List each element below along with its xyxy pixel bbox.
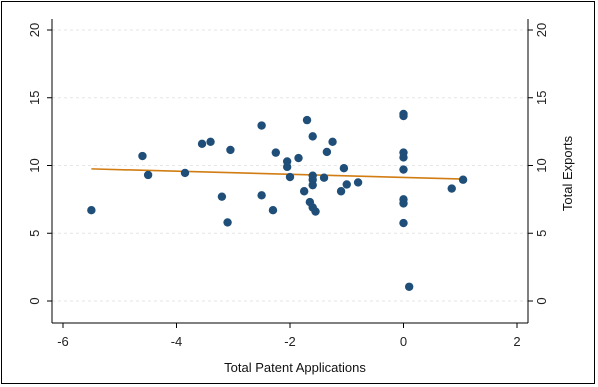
- data-point: [257, 191, 266, 200]
- data-point: [206, 137, 215, 146]
- data-point: [87, 206, 96, 215]
- axes: [51, 19, 529, 324]
- data-point: [223, 218, 232, 227]
- y-tick-label-left: 5: [27, 230, 42, 237]
- data-point: [302, 115, 312, 125]
- x-tick-label: 0: [400, 334, 407, 349]
- data-point: [294, 153, 303, 163]
- y-tick-label-right: 0: [534, 297, 549, 304]
- data-point: [399, 153, 408, 162]
- y-tick-label-left: 20: [27, 23, 42, 37]
- data-point: [399, 218, 408, 228]
- data-point: [342, 180, 351, 189]
- data-point: [311, 207, 320, 216]
- data-point: [217, 192, 227, 201]
- y-axis-title-right: Total Exports: [560, 135, 575, 211]
- y-tick-label-right: 10: [534, 158, 549, 172]
- data-point: [322, 147, 332, 157]
- gridlines: [52, 29, 528, 302]
- data-point: [138, 151, 147, 161]
- data-point: [399, 111, 408, 121]
- data-point: [336, 187, 346, 196]
- y-tick-label-right: 15: [534, 91, 549, 105]
- fit-line: [91, 168, 464, 180]
- data-point: [339, 164, 349, 173]
- y-tick-label-left: 10: [27, 158, 42, 172]
- x-tick-label: 2: [513, 334, 520, 349]
- x-tick-label: -6: [57, 334, 69, 349]
- x-tick-label: -4: [171, 334, 183, 349]
- data-point: [257, 121, 266, 130]
- data-point: [285, 172, 295, 182]
- data-point: [308, 175, 317, 184]
- data-point: [268, 206, 278, 215]
- data-point: [271, 148, 281, 157]
- data-point: [353, 178, 363, 187]
- data-point: [319, 173, 329, 182]
- data-point: [197, 139, 207, 149]
- data-point: [404, 282, 414, 291]
- data-point: [399, 199, 408, 208]
- data-point: [282, 162, 292, 172]
- data-points: [87, 109, 468, 291]
- y-tick-label-left: 15: [27, 91, 42, 105]
- data-point: [399, 165, 408, 174]
- y-tick-label-right: 20: [534, 23, 549, 37]
- data-point: [328, 137, 337, 146]
- data-point: [226, 145, 235, 155]
- data-point: [458, 175, 468, 184]
- ticks: 0 0 5 5 10 10 15 15 20 20 -6 -4 -2 0 2: [27, 23, 549, 349]
- data-point: [143, 170, 153, 180]
- y-tick-label-right: 5: [534, 230, 549, 237]
- x-tick-label: -2: [284, 334, 296, 349]
- x-axis-title: Total Patent Applications: [224, 360, 366, 375]
- data-point: [447, 184, 456, 193]
- fit-line-group: [91, 168, 464, 180]
- data-point: [299, 187, 309, 196]
- data-point: [308, 132, 317, 141]
- data-point: [180, 168, 190, 178]
- y-tick-label-left: 0: [27, 297, 42, 304]
